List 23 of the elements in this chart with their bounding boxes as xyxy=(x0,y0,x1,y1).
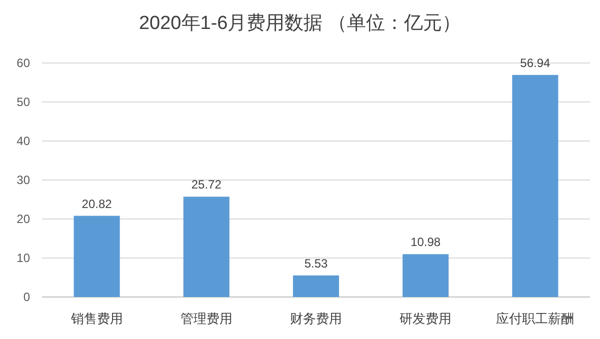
bar xyxy=(183,196,230,297)
bar xyxy=(512,74,558,297)
y-tick-label: 10 xyxy=(16,251,30,265)
x-tick-label: 应付职工薪酬 xyxy=(496,311,574,326)
data-label: 25.72 xyxy=(191,178,222,192)
y-tick-label: 20 xyxy=(16,212,30,226)
y-tick-label: 40 xyxy=(16,134,30,148)
chart-title: 2020年1-6月费用数据 （单位：亿元） xyxy=(138,13,462,34)
y-tick-label: 50 xyxy=(16,95,30,109)
y-tick-label: 0 xyxy=(23,290,30,304)
data-label: 5.53 xyxy=(304,256,328,270)
bar xyxy=(74,216,120,297)
x-tick-label: 研发费用 xyxy=(400,311,452,326)
data-label: 20.82 xyxy=(82,196,112,211)
data-label: 56.94 xyxy=(520,56,551,70)
y-tick-label: 30 xyxy=(16,173,30,187)
bar xyxy=(292,275,340,297)
bar xyxy=(402,254,449,297)
x-tick-label: 财务费用 xyxy=(290,311,342,326)
x-tick-label: 销售费用 xyxy=(70,311,123,326)
data-label: 10.98 xyxy=(410,235,441,250)
x-tick-label: 管理费用 xyxy=(180,311,232,326)
y-tick-label: 60 xyxy=(16,56,30,70)
